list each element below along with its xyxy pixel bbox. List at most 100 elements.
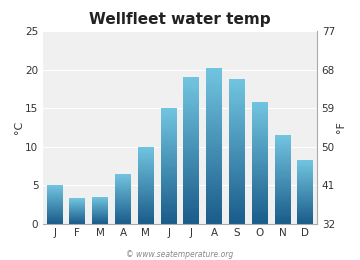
Bar bbox=[252, 112, 268, 113]
Bar bbox=[47, 204, 63, 205]
Bar bbox=[138, 175, 154, 176]
Bar bbox=[275, 214, 291, 215]
Bar bbox=[275, 172, 291, 173]
Bar bbox=[115, 180, 131, 181]
Bar bbox=[297, 160, 313, 161]
Bar bbox=[184, 143, 199, 145]
Bar bbox=[252, 181, 268, 182]
Bar bbox=[161, 112, 177, 113]
Bar bbox=[229, 169, 245, 170]
Bar bbox=[252, 210, 268, 211]
Bar bbox=[184, 184, 199, 186]
Bar bbox=[229, 90, 245, 92]
Bar bbox=[252, 211, 268, 213]
Bar bbox=[229, 105, 245, 106]
Bar bbox=[275, 217, 291, 218]
Bar bbox=[161, 128, 177, 129]
Bar bbox=[229, 103, 245, 105]
Bar bbox=[161, 154, 177, 155]
Bar bbox=[47, 196, 63, 197]
Bar bbox=[206, 116, 222, 118]
Bar bbox=[275, 181, 291, 182]
Bar bbox=[184, 139, 199, 140]
Bar bbox=[47, 208, 63, 209]
Bar bbox=[252, 214, 268, 215]
Bar bbox=[206, 107, 222, 109]
Bar bbox=[161, 151, 177, 152]
Bar bbox=[138, 157, 154, 158]
Bar bbox=[184, 151, 199, 152]
Bar bbox=[252, 135, 268, 136]
Bar bbox=[92, 223, 108, 224]
Bar bbox=[206, 186, 222, 188]
Bar bbox=[138, 197, 154, 198]
Bar bbox=[92, 199, 108, 200]
Bar bbox=[297, 186, 313, 187]
Bar bbox=[184, 206, 199, 207]
Bar bbox=[115, 219, 131, 220]
Bar bbox=[184, 118, 199, 120]
Bar bbox=[275, 180, 291, 181]
Bar bbox=[184, 145, 199, 146]
Bar bbox=[275, 157, 291, 158]
Bar bbox=[161, 158, 177, 159]
Bar bbox=[206, 121, 222, 122]
Bar bbox=[206, 113, 222, 115]
Bar bbox=[275, 159, 291, 160]
Bar bbox=[229, 170, 245, 172]
Bar bbox=[229, 140, 245, 141]
Bar bbox=[184, 158, 199, 159]
Bar bbox=[297, 171, 313, 172]
Bar bbox=[184, 153, 199, 155]
Bar bbox=[275, 174, 291, 175]
Bar bbox=[138, 170, 154, 171]
Bar bbox=[275, 152, 291, 153]
Bar bbox=[275, 175, 291, 176]
Bar bbox=[252, 208, 268, 209]
Bar bbox=[47, 222, 63, 223]
Bar bbox=[184, 140, 199, 142]
Bar bbox=[92, 218, 108, 219]
Bar bbox=[161, 152, 177, 153]
Bar bbox=[206, 192, 222, 194]
Bar bbox=[252, 102, 268, 103]
Bar bbox=[115, 207, 131, 208]
Bar bbox=[297, 179, 313, 180]
Bar bbox=[206, 163, 222, 165]
Bar bbox=[275, 155, 291, 156]
Bar bbox=[184, 107, 199, 108]
Bar bbox=[229, 116, 245, 118]
Bar bbox=[115, 178, 131, 179]
Bar bbox=[229, 141, 245, 142]
Bar bbox=[161, 148, 177, 150]
Bar bbox=[138, 155, 154, 156]
Bar bbox=[229, 189, 245, 190]
Bar bbox=[115, 174, 131, 175]
Bar bbox=[252, 120, 268, 121]
Bar bbox=[161, 194, 177, 195]
Bar bbox=[275, 137, 291, 138]
Bar bbox=[47, 223, 63, 224]
Bar bbox=[184, 219, 199, 221]
Bar bbox=[115, 179, 131, 180]
Bar bbox=[252, 170, 268, 171]
Bar bbox=[161, 206, 177, 207]
Bar bbox=[252, 186, 268, 187]
Bar bbox=[297, 164, 313, 165]
Bar bbox=[161, 135, 177, 136]
Bar bbox=[206, 98, 222, 99]
Bar bbox=[297, 208, 313, 209]
Bar bbox=[297, 220, 313, 221]
Bar bbox=[184, 199, 199, 200]
Bar bbox=[184, 93, 199, 95]
Bar bbox=[161, 169, 177, 171]
Bar bbox=[206, 179, 222, 180]
Bar bbox=[184, 113, 199, 114]
Bar bbox=[161, 166, 177, 167]
Bar bbox=[138, 172, 154, 173]
Bar bbox=[229, 148, 245, 150]
Bar bbox=[206, 90, 222, 92]
Bar bbox=[275, 140, 291, 141]
Bar bbox=[138, 158, 154, 159]
Bar bbox=[92, 200, 108, 201]
